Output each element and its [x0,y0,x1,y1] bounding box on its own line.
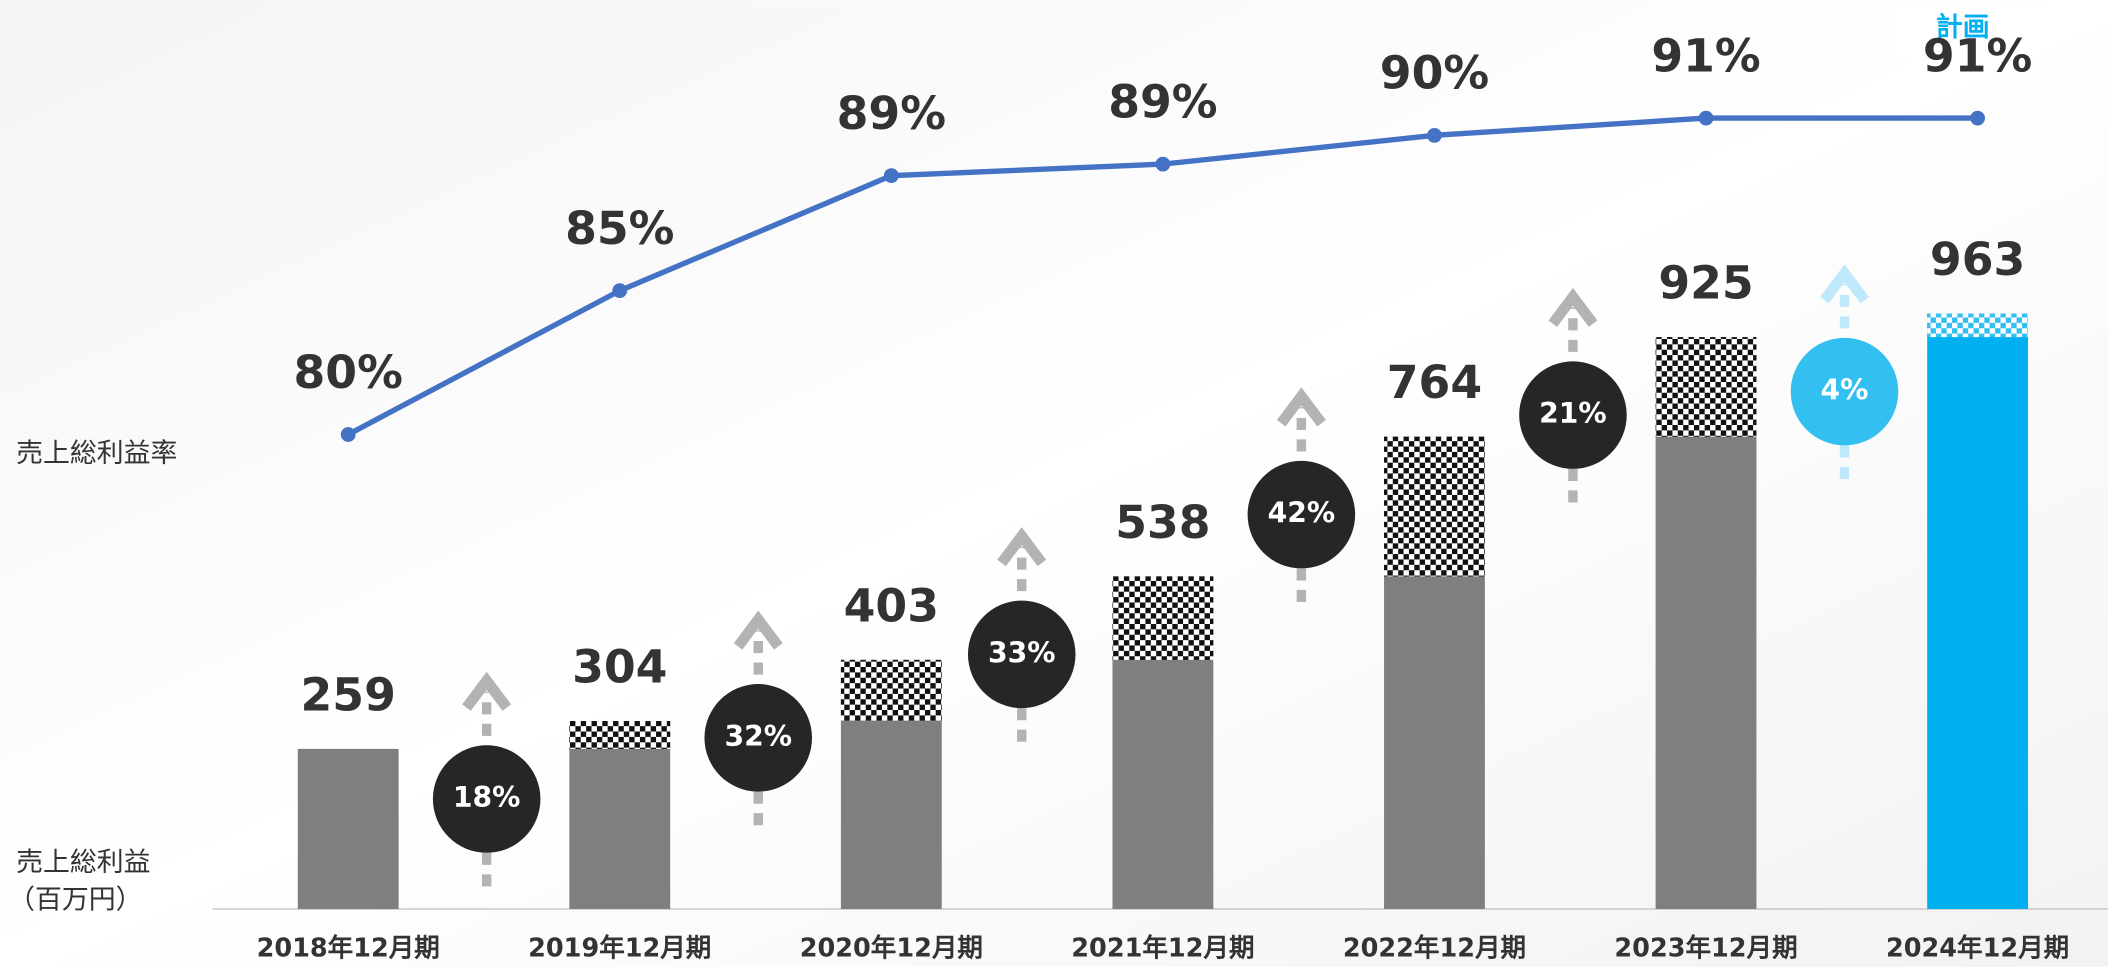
growth-arrow-head [1820,264,1869,304]
growth-label: 18% [453,781,521,814]
bar-increment [569,721,671,749]
bar-increment [1655,337,1757,437]
line-marker [1155,156,1171,172]
bar-value-label: 304 [572,640,667,693]
line-value-label: 91% [1923,29,2032,82]
growth-bubble [967,600,1076,709]
line-marker [1698,110,1714,126]
growth-arrow-head [997,527,1047,567]
bar [569,721,671,909]
line-marker [1970,110,1985,126]
line-marker [1427,127,1442,143]
y2-axis-label: 売上総利益率 [16,438,177,469]
bar-value-label: 259 [301,668,396,721]
x-tick-label: 2024年12月期 [1886,933,2069,963]
line-marker [883,168,899,184]
growth-arrow-head [1276,387,1326,427]
x-tick-label: 2019年12月期 [528,933,711,963]
growth-arrow-head [1548,287,1598,327]
x-tick-label: 2023年12月期 [1614,933,1797,963]
growth-label: 32% [724,720,792,753]
bar-value-label: 925 [1658,257,1753,310]
growth-bubble [1519,361,1627,469]
growth-label: 21% [1539,397,1607,430]
line-value-label: 90% [1380,47,1489,100]
line-value-label: 89% [1108,75,1217,128]
growth-label: 4% [1821,374,1869,407]
y-axis-unit: （百万円） [8,884,142,915]
x-tick-label: 2021年12月期 [1071,933,1254,963]
bar [297,748,399,909]
line-marker [612,283,628,299]
x-tick-label: 2022年12月期 [1343,933,1526,963]
growth-arrow-head [462,671,512,711]
growth-label: 33% [988,636,1056,669]
bar-increment [1112,576,1214,660]
y-axis-label: 売上総利益 [16,847,150,878]
line-value-label: 85% [565,202,674,255]
growth-bubble [432,745,541,853]
bar-increment [1384,436,1485,577]
line-value-label: 89% [837,87,946,140]
growth-arrow-head [733,610,783,650]
bar-increment [1927,313,2029,338]
x-tick-label: 2018年12月期 [257,933,440,963]
growth-label: 42% [1268,497,1336,530]
bar-value-label: 963 [1930,233,2025,286]
growth-bubble [704,684,813,792]
annotation-box [1896,2,2029,60]
bar-value-label: 538 [1115,496,1210,549]
line-marker [340,427,356,442]
bar-value-label: 403 [844,579,939,632]
annotation: 計画 [1936,11,1990,43]
bar [1927,313,2029,909]
x-tick-label: 2020年12月期 [800,933,983,963]
growth-bubble [1247,460,1356,569]
growth-bubble [1790,337,1899,446]
bar-value-label: 764 [1387,356,1482,409]
line-value-label: 91% [1651,29,1760,82]
bar-increment [840,659,942,722]
line-value-label: 80% [294,346,403,399]
